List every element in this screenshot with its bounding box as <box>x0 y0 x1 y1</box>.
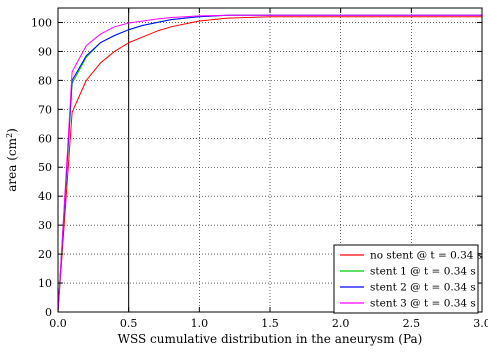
y-axis-title-main: area (cm <box>5 137 19 191</box>
series-lines <box>57 14 482 313</box>
y-tick-label: 50 <box>38 161 52 174</box>
x-tick-label: 1.5 <box>261 317 279 330</box>
y-tick-label: 90 <box>38 45 52 58</box>
y-tick-label: 60 <box>38 132 52 145</box>
y-axis-title-exponent: 2 <box>5 133 14 138</box>
y-tick-labels: 0 10 20 30 40 50 60 70 80 90 100 <box>31 16 52 319</box>
y-tick-label: 80 <box>38 74 52 87</box>
x-tick-label: 2.5 <box>403 317 421 330</box>
x-axis-title: WSS cumulative distribution in the aneur… <box>118 332 423 346</box>
y-axis-title: area (cm2) <box>5 128 20 192</box>
series-line-4 <box>57 14 482 313</box>
x-tick-label: 2.0 <box>332 317 350 330</box>
y-tick-label: 20 <box>38 248 52 261</box>
x-tick-label: 1.0 <box>191 317 209 330</box>
legend-label-3: stent 2 @ t = 0.34 s <box>370 282 476 294</box>
legend-label-4: stent 3 @ t = 0.34 s <box>370 298 476 310</box>
x-tick-label: 0.0 <box>49 317 67 330</box>
legend-label-2: stent 1 @ t = 0.34 s <box>370 266 476 278</box>
axis-ticks <box>57 8 483 313</box>
y-tick-label: 30 <box>38 219 52 232</box>
y-tick-label: 0 <box>45 306 52 319</box>
x-tick-labels: 0.0 0.5 1.0 1.5 2.0 2.5 3.0 <box>49 317 488 330</box>
y-axis-title-suffix: ) <box>5 128 19 133</box>
legend-box <box>333 244 479 314</box>
legend-label-1: no stent @ t = 0.34 s <box>370 250 482 262</box>
x-tick-label: 0.5 <box>120 317 138 330</box>
y-tick-label: 10 <box>38 277 52 290</box>
series-line-1 <box>57 16 482 313</box>
x-tick-label: 3.0 <box>473 317 488 330</box>
y-tick-label: 70 <box>38 103 52 116</box>
y-tick-label: 40 <box>38 190 52 203</box>
legend: no stent @ t = 0.34 s stent 1 @ t = 0.34 … <box>333 244 482 314</box>
y-tick-label: 100 <box>31 16 52 29</box>
legend-items: no stent @ t = 0.34 s stent 1 @ t = 0.34 … <box>340 250 482 310</box>
